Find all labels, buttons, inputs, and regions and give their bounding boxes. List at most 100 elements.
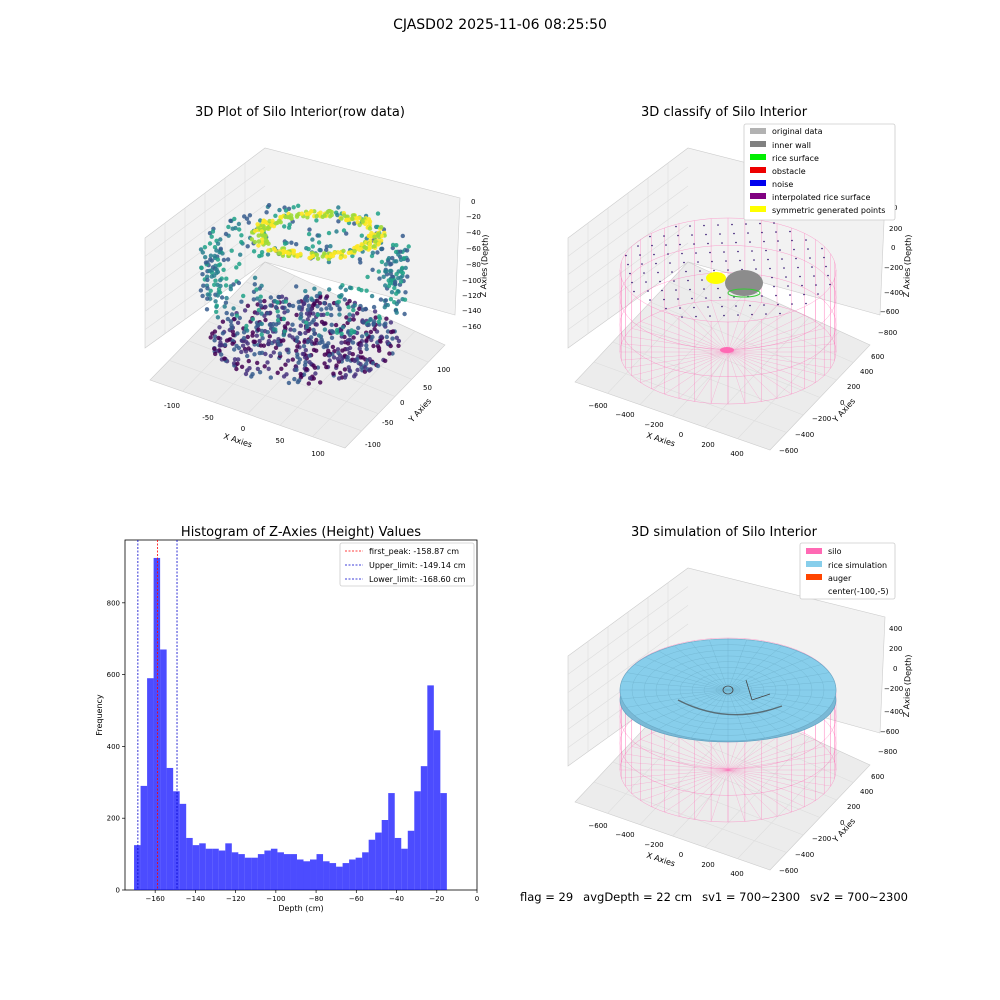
panel2-title: 3D classify of Silo Interior (641, 105, 808, 120)
histogram-bar (401, 848, 408, 890)
panel4-z-tick: 0 (893, 665, 897, 673)
histogram-bar (218, 850, 226, 890)
histogram-bars (134, 557, 447, 890)
panel2-y-tick: 200 (847, 383, 860, 391)
panel2-green-rim (727, 288, 761, 298)
histogram-y-label: Frequency (95, 694, 104, 736)
histogram-bar (414, 791, 421, 890)
histogram-y-tick-label: 800 (107, 599, 120, 607)
panel1-x-ticks: -100 -50 0 50 100 (164, 402, 325, 458)
histogram-x-tick-label: −120 (226, 895, 245, 903)
panel2-legend: original data inner wall rice surface ob… (743, 123, 896, 221)
histogram-bar (153, 557, 161, 890)
panel1-x-tick: 100 (311, 450, 324, 458)
histogram-y-ticks: 0 200 400 600 800 (107, 599, 125, 895)
panel4-y-tick: −200 (812, 835, 831, 843)
histogram-bar (134, 845, 141, 890)
histogram-bar (270, 848, 278, 890)
histogram-bar (323, 861, 330, 890)
panel4-z-tick: −200 (884, 685, 903, 693)
histogram-x-tick-label: −140 (186, 895, 205, 903)
panel2-y-tick: −600 (779, 447, 798, 455)
panel1-x-label: X Axies (222, 432, 253, 450)
legend-swatch-symmetric-generated-points (750, 206, 766, 212)
panel2-x-tick: 400 (730, 450, 743, 458)
panel4-x-tick: 0 (679, 851, 683, 859)
panel2-z-tick: 200 (889, 225, 902, 233)
panel2-x-tick: −200 (644, 421, 663, 429)
histogram-bar (179, 803, 187, 890)
avg-depth-value: avgDepth = 22 cm (583, 890, 693, 904)
panel1-x-tick: -50 (202, 414, 213, 422)
histogram-bar (303, 861, 311, 890)
panel1-z-tick: −40 (466, 229, 481, 237)
panel2-z-tick: −600 (880, 308, 899, 316)
panel4-x-tick: −400 (615, 831, 634, 839)
histogram-bar (205, 848, 213, 890)
panel1-z-tick: −100 (462, 277, 481, 285)
panel1-title: 3D Plot of Silo Interior(row data) (195, 105, 405, 120)
legend-label-rice-surface: rice surface (772, 154, 819, 163)
histogram-bar (199, 843, 206, 890)
histogram-legend: first_peak: -158.87 cm Upper_limit: -149… (339, 542, 475, 587)
panel1-y-tick: 50 (423, 384, 432, 392)
histogram-bar (355, 857, 363, 890)
histogram-bar (290, 854, 297, 890)
panel2-x-tick: −600 (588, 402, 607, 410)
panel4-y-tick: 400 (860, 788, 873, 796)
legend-swatch-original-data (750, 128, 766, 134)
histogram-x-tick-label: −80 (309, 895, 324, 903)
histogram-bar (147, 678, 154, 890)
histogram-bar (166, 767, 174, 890)
histogram-bar (192, 845, 200, 890)
panel-histogram: Histogram of Z-Axies (Height) Values −16… (95, 525, 479, 913)
histogram-bar (420, 766, 428, 890)
panel2-y-tick: 0 (840, 399, 844, 407)
flag-value: flag = 29 (520, 890, 574, 904)
panel-simulation: 3D simulation of Silo Interior −600 −400… (567, 525, 913, 878)
histogram-x-label: Depth (cm) (278, 904, 323, 913)
panel1-x-tick: -100 (164, 402, 180, 410)
panel4-y-tick: −600 (779, 867, 798, 875)
panel4-z-tick: 200 (889, 645, 902, 653)
legend-swatch-rice-simulation (806, 561, 822, 567)
histogram-bar (407, 830, 415, 890)
panel4-x-tick: 400 (730, 870, 743, 878)
panel1-y-ticks: -100 -50 0 50 100 (365, 366, 450, 449)
panel4-y-tick: 600 (871, 773, 884, 781)
panel2-z-tick: −400 (884, 289, 903, 297)
histogram-x-tick-label: −60 (349, 895, 364, 903)
histogram-x-tick-label: −20 (429, 895, 444, 903)
panel4-z-tick: −800 (878, 748, 897, 756)
panel2-x-tick: −400 (615, 411, 634, 419)
panel4-y-ticks: −600 −400 −200 0 200 400 600 (779, 773, 884, 875)
histogram-bar (244, 857, 252, 890)
panel4-y-tick: 200 (847, 803, 860, 811)
panel4-x-tick: −600 (588, 822, 607, 830)
histogram-bar (336, 866, 343, 890)
histogram-bar (316, 854, 324, 890)
panel4-z-ticks: 400 200 0 −200 −400 −600 −800 (878, 625, 903, 756)
histogram-x-tick-label: −40 (389, 895, 404, 903)
panel4-auger (722, 679, 771, 701)
panel3-title: Histogram of Z-Axies (Height) Values (181, 525, 421, 540)
panel2-x-tick: 200 (701, 441, 714, 449)
panel4-y-tick: −400 (795, 851, 814, 859)
histogram-bar (375, 832, 382, 890)
legend-label-obstacle: obstacle (772, 167, 806, 176)
panel2-z-tick: 0 (891, 244, 895, 252)
panel2-legend-box (743, 123, 896, 221)
panel1-y-tick: 0 (400, 399, 404, 407)
panel4-x-tick: 200 (701, 861, 714, 869)
panel2-floor-center (720, 347, 734, 353)
panel1-y-tick: -100 (365, 441, 381, 449)
histogram-bar (440, 793, 447, 890)
histogram-bar (264, 850, 271, 890)
histogram-bar (329, 863, 337, 890)
panel1-y-tick: -50 (382, 419, 393, 427)
legend-swatch-interpolated-rice-surface (750, 193, 766, 199)
histogram-bar (231, 852, 239, 890)
panel4-z-tick: 400 (889, 625, 902, 633)
panel2-x-label: X Axies (645, 431, 676, 449)
panel1-z-tick: −20 (466, 213, 481, 221)
